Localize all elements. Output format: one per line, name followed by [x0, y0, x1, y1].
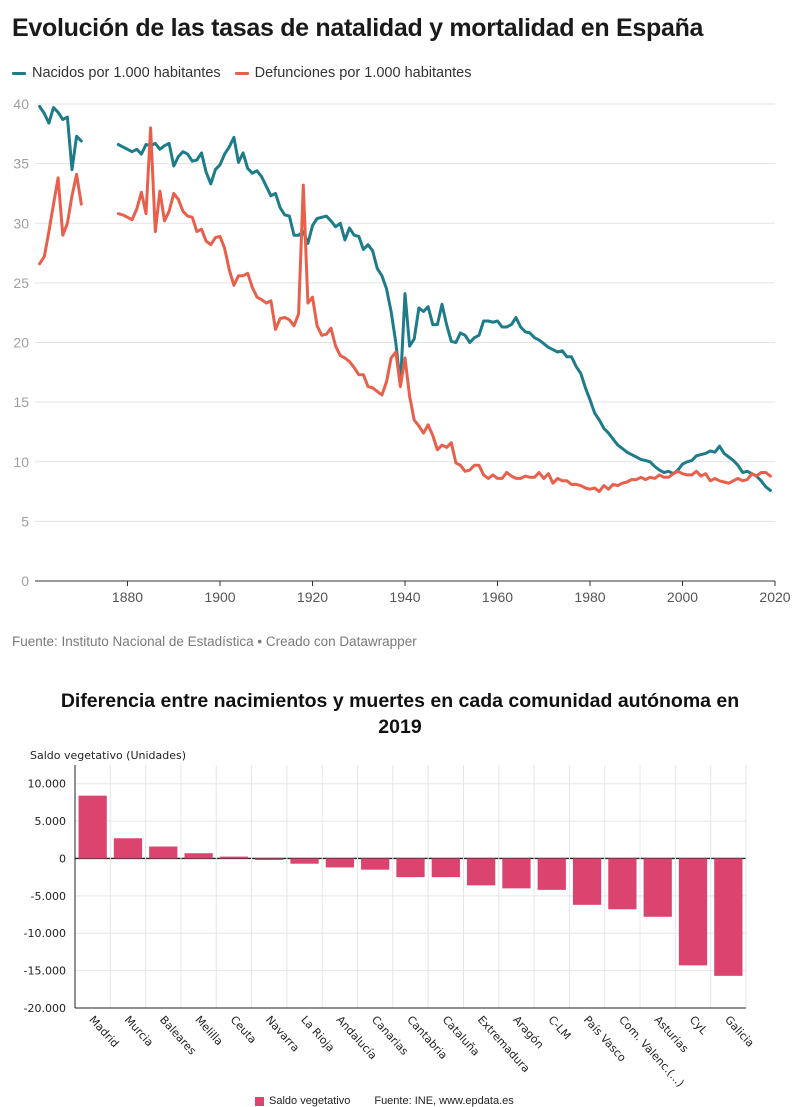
bar-ceuta: [219, 856, 249, 859]
y-tick-label: 5.000: [35, 815, 67, 828]
bar-pa-s-vasco: [572, 858, 602, 905]
x-tick-label: Navarra: [263, 1013, 302, 1054]
x-tick-label: Galicia: [722, 1013, 757, 1049]
bar-baleares: [149, 846, 178, 859]
deaths-rate-line: [38, 172, 83, 266]
y-tick-label: -10.000: [24, 927, 66, 940]
y-tick-label: 25: [13, 275, 29, 291]
chart2-title: Diferencia entre nacimientos y muertes e…: [60, 690, 740, 738]
bar-andaluc-a: [325, 858, 354, 868]
x-tick-label: Com. Valenc.(...): [616, 1013, 687, 1089]
chart1-title: Evolución de las tasas de natalidad y mo…: [12, 14, 704, 42]
bar-navarra: [255, 858, 284, 860]
birth-death-rate-line-chart: 0 5 10 15 20 25 30 35 40 1880 1900 1920 1940 1960 1980…: [13, 96, 790, 605]
bar-arag-n: [502, 858, 531, 889]
bar-cyl: [678, 858, 708, 966]
y-tick-label: 0: [21, 573, 29, 589]
births-rate-line: [38, 104, 83, 172]
bar-extremadura: [467, 858, 496, 886]
y-tick-label: 20: [13, 335, 29, 351]
bar-catalu-a: [431, 858, 460, 878]
bar-murcia: [113, 838, 143, 859]
legend-swatch-deaths: [234, 71, 249, 75]
chart1-source: Fuente: Instituto Nacional de Estadístic…: [12, 634, 417, 649]
y-tick-label: 35: [13, 156, 29, 172]
x-tick-label: C-LM: [546, 1013, 574, 1042]
bar-canarias: [361, 858, 390, 870]
chart2-footer: Saldo vegetativo Fuente: INE, www.epdata…: [255, 1095, 514, 1107]
legend-item-deaths: Defunciones por 1.000 habitantes: [234, 65, 472, 81]
bar-asturias: [643, 858, 672, 917]
chart1-legend: Nacidos por 1.000 habitantes Defunciones…: [12, 65, 486, 81]
x-tick-label: 2020: [759, 589, 790, 605]
y-tick-label: -20.000: [24, 1002, 66, 1015]
x-tick-label: 1940: [389, 589, 420, 605]
y-tick-label: 10.000: [28, 778, 67, 791]
deaths-rate-line: [116, 126, 772, 494]
bar-galicia: [714, 858, 743, 976]
x-tick-label: 1980: [574, 589, 605, 605]
x-tick-label: Madrid: [86, 1013, 121, 1050]
natural-balance-bar-chart: Saldo vegetativo (Unidades) 10.000 5.000 0 -…: [24, 749, 757, 1090]
bar-la-rioja: [290, 858, 319, 864]
x-tick-label: 1960: [482, 589, 513, 605]
legend-label-births: Nacidos por 1.000 habitantes: [32, 65, 221, 81]
bar-cantabria: [396, 858, 425, 878]
legend-label-deaths: Defunciones por 1.000 habitantes: [254, 65, 472, 81]
y-tick-label: 0: [59, 852, 66, 865]
x-tick-label: Baleares: [157, 1013, 199, 1057]
x-tick-label: La Rioja: [298, 1013, 337, 1054]
y-tick-label: 10: [13, 454, 29, 470]
x-tick-label: Murcia: [122, 1013, 156, 1049]
y-tick-label: 30: [13, 215, 29, 231]
legend-swatch-births: [12, 71, 26, 75]
x-tick-label: 1880: [112, 589, 143, 605]
x-tick-label: Aragón: [510, 1013, 546, 1051]
y-tick-label: 15: [13, 394, 29, 410]
bar-madrid: [78, 795, 107, 859]
x-tick-label: 2000: [667, 589, 698, 605]
y-tick-label: 40: [13, 96, 29, 112]
y-tick-label: -5.000: [31, 890, 66, 903]
legend-swatch-saldo: [255, 1096, 264, 1106]
y-tick-label: -15.000: [24, 965, 66, 978]
bar-melilla: [184, 853, 213, 859]
y-tick-label: 5: [21, 513, 29, 529]
x-tick-label: CyL: [687, 1013, 711, 1037]
bar-com-valenc-: [608, 858, 637, 910]
x-tick-label: 1920: [297, 589, 328, 605]
x-tick-label: 1900: [204, 589, 235, 605]
x-tick-label: Ceuta: [228, 1013, 259, 1046]
legend-item-births: Nacidos por 1.000 habitantes: [12, 65, 221, 81]
births-rate-line: [116, 135, 772, 492]
x-tick-label: Melilla: [192, 1013, 225, 1048]
legend-label-saldo: Saldo vegetativo: [269, 1095, 351, 1107]
chart2-source: Fuente: INE, www.epdata.es: [374, 1095, 514, 1107]
bar-c-lm: [537, 858, 566, 890]
y-axis-title: Saldo vegetativo (Unidades): [30, 749, 186, 762]
